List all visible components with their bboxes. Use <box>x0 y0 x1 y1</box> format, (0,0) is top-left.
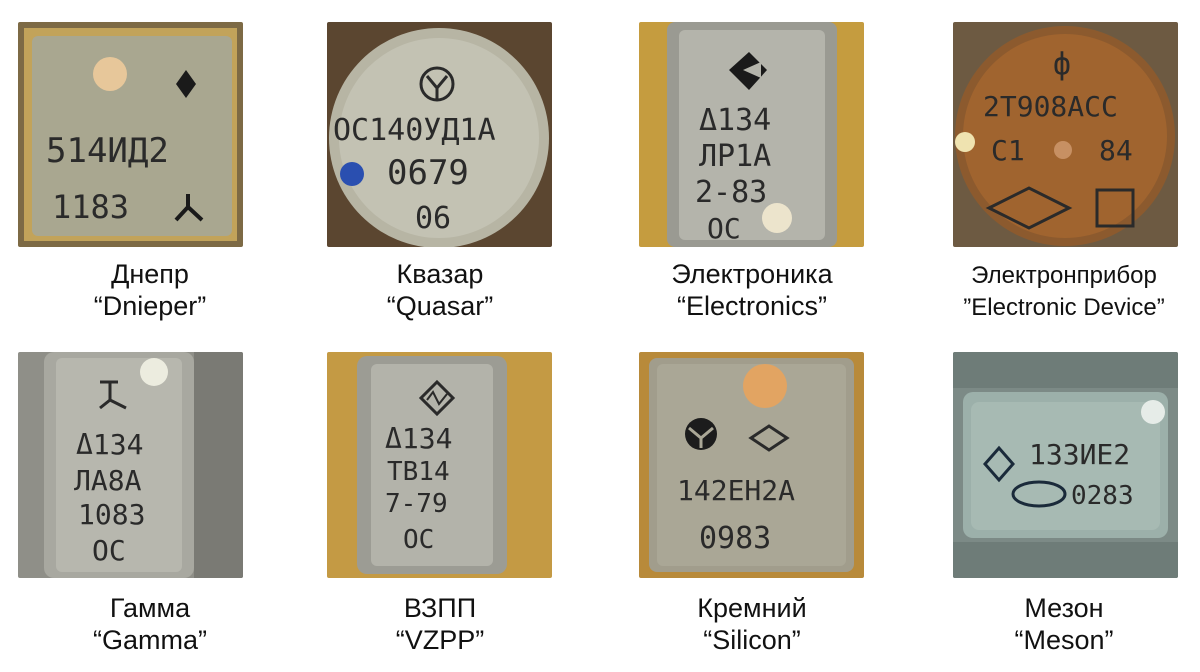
caption-ru: Днепр <box>111 259 189 289</box>
chip-mark: 0983 <box>699 521 771 556</box>
caption-gamma: Гамма “Gamma” <box>0 592 300 656</box>
chip-photo-gamma: Δ134 ЛА8А 1083 ОС <box>18 352 243 578</box>
caption-quasar: Квазар “Quasar” <box>290 258 590 322</box>
caption-en: “Electronics” <box>676 291 828 321</box>
caption-ru: Кремний <box>697 593 807 623</box>
chip-mark: 142ЕН2А <box>677 474 795 507</box>
chip-mark: 2Т908АСС <box>983 90 1118 123</box>
caption-vzpp: ВЗПП “VZPP” <box>290 592 590 656</box>
caption-ru: Квазар <box>396 259 484 289</box>
caption-ru: Мезон <box>1024 593 1104 623</box>
caption-en: “VZPP” <box>395 625 485 655</box>
chip-photo-electronic-device: ф 2Т908АСС С1 84 <box>953 22 1178 247</box>
caption-electronic-device: Электронприбор ”Electronic Device” <box>914 260 1200 324</box>
chip-mark: ф <box>1053 47 1071 82</box>
chip-photo-silicon: 142ЕН2А 0983 <box>639 352 864 578</box>
caption-en: “Dnieper” <box>93 291 207 321</box>
chip-mark: Δ134 <box>76 428 143 461</box>
chip-mark: ТВ14 <box>387 457 450 487</box>
chip-mark: ОС <box>403 525 434 555</box>
caption-ru: Электроника <box>671 259 833 289</box>
caption-meson: Мезон “Meson” <box>914 592 1200 656</box>
chip-mark: С1 <box>991 134 1025 167</box>
caption-ru: Электронприбор <box>971 262 1157 289</box>
chip-mark: Δ134 <box>385 422 452 455</box>
chip-mark: 133ИЕ2 <box>1029 438 1130 471</box>
chip-mark: 514ИД2 <box>46 131 169 171</box>
chip-photo-dnieper: 514ИД2 1183 <box>18 22 243 247</box>
caption-ru: Гамма <box>109 593 191 623</box>
caption-silicon: Кремний “Silicon” <box>602 592 902 656</box>
chip-mark: ЛА8А <box>74 464 142 497</box>
chip-mark: 7-79 <box>385 489 448 519</box>
caption-en: “Silicon” <box>703 625 801 655</box>
chip-photo-electronics: Δ134 ЛР1А 2-83 ОС <box>639 22 864 247</box>
chip-mark: ОС <box>707 212 741 245</box>
caption-en: “Quasar” <box>386 291 494 321</box>
chip-mark: 84 <box>1099 134 1133 167</box>
caption-en: ”Electronic Device” <box>963 294 1165 321</box>
chip-photo-vzpp: Δ134 ТВ14 7-79 ОС <box>327 352 552 578</box>
caption-electronics: Электроника “Electronics” <box>602 258 902 322</box>
caption-ru: ВЗПП <box>403 593 477 623</box>
chip-mark: 0283 <box>1071 481 1134 511</box>
caption-dnieper: Днепр “Dnieper” <box>0 258 300 322</box>
chip-mark: 1083 <box>78 498 145 531</box>
caption-en: “Gamma” <box>93 625 207 655</box>
chip-mark: ЛР1А <box>699 139 771 174</box>
chip-mark: ОС <box>92 534 126 567</box>
chip-mark: ОС140УД1А <box>333 113 496 148</box>
chip-mark: 0679 <box>387 153 469 193</box>
chip-mark: 1183 <box>52 188 129 226</box>
caption-en: “Meson” <box>1014 625 1114 655</box>
chip-photo-quasar: ОС140УД1А 0679 06 <box>327 22 552 247</box>
chip-mark: Δ134 <box>699 103 771 138</box>
chip-mark: 2-83 <box>695 175 767 210</box>
chip-photo-meson: 133ИЕ2 0283 <box>953 352 1178 578</box>
chip-mark: 06 <box>415 201 451 236</box>
